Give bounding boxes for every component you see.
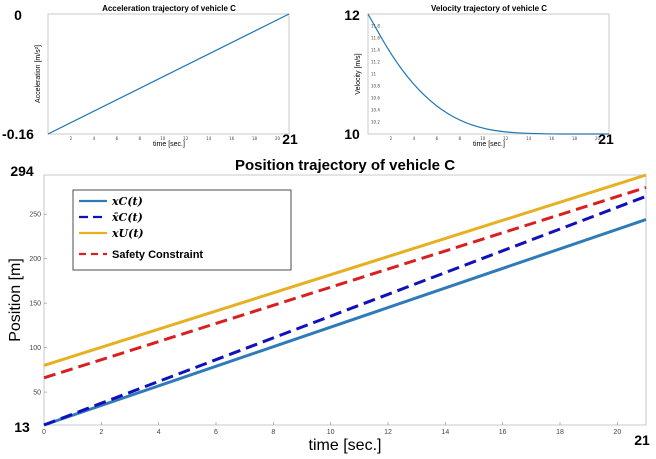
position-series-xc <box>43 218 647 427</box>
position-y-max-label: 294 <box>10 163 34 179</box>
velocity-title: Velocity trajectory of vehicle C <box>431 4 547 13</box>
velocity-series-line <box>367 13 609 135</box>
position-series <box>43 173 647 427</box>
legend-label-xu: 𝒙𝑼(𝒕) <box>111 227 144 240</box>
velocity-x-tick-label: 18 <box>572 136 578 141</box>
velocity-y-max-label: 12 <box>344 7 360 23</box>
velocity-x-tick-label: 12 <box>503 136 509 141</box>
acceleration-x-max-label: 21 <box>282 131 298 147</box>
velocity-x-tick-label: 6 <box>436 136 439 141</box>
acceleration-title: Acceleration trajectory of vehicle C <box>102 4 236 13</box>
position-x-tick-label: 12 <box>384 429 392 436</box>
position-y-label: Position [m] <box>7 258 24 342</box>
position-x-ticks: 0 2 4 6 8 10 12 14 16 18 20 <box>42 422 621 436</box>
legend-label-xc: 𝒙𝑪(𝒕) <box>111 195 143 208</box>
position-x-tick-label: 18 <box>556 429 564 436</box>
velocity-y-tick-label: 11.6 <box>371 36 380 41</box>
acceleration-y-max-label: 0 <box>14 7 22 23</box>
velocity-x-tick-label: 8 <box>459 136 462 141</box>
velocity-y-tick-label: 11.8 <box>371 24 380 29</box>
acceleration-x-tick-label: 4 <box>93 136 96 141</box>
acceleration-x-tick-label: 6 <box>116 136 119 141</box>
position-x-tick-label: 6 <box>214 429 218 436</box>
position-series-safety <box>43 186 647 380</box>
acceleration-y-min-label: -0.16 <box>2 126 34 142</box>
velocity-y-tick-label: 10.2 <box>371 120 380 125</box>
acceleration-chart: Acceleration trajectory of vehicle C 2 4 6… <box>2 4 298 148</box>
acceleration-y-label: Acceleration [m/s²] <box>35 45 42 103</box>
position-x-tick-label: 20 <box>613 429 621 436</box>
velocity-y-label: Velocity [m/s] <box>355 53 362 94</box>
position-y-tick-label: 50 <box>33 390 41 397</box>
position-y-tick-label: 100 <box>29 345 41 352</box>
acceleration-series-line <box>47 13 290 135</box>
velocity-y-tick-label: 11.2 <box>371 60 380 65</box>
position-y-tick-label: 250 <box>29 212 41 219</box>
legend-box <box>72 189 292 271</box>
acceleration-x-tick-label: 8 <box>139 136 142 141</box>
velocity-x-tick-label: 14 <box>526 136 532 141</box>
position-x-tick-label: 8 <box>271 429 275 436</box>
acceleration-x-tick-label: 16 <box>229 136 235 141</box>
velocity-x-tick-label: 4 <box>413 136 416 141</box>
position-series-xu <box>43 173 647 367</box>
velocity-x-label: time [sec.] <box>473 141 505 148</box>
velocity-y-tick-label: 10.8 <box>371 84 380 89</box>
velocity-x-tick-label: 2 <box>390 136 393 141</box>
acceleration-x-ticks: 2 4 6 8 10 12 14 16 18 20 <box>70 136 281 141</box>
position-x-tick-label: 10 <box>327 429 335 436</box>
position-x-label: time [sec.] <box>309 437 382 454</box>
position-y-min-label: 13 <box>14 419 30 435</box>
velocity-y-tick-label: 11 <box>371 72 377 77</box>
position-chart: Position trajectory of vehicle C 0 2 4 6 8 10… <box>7 157 650 454</box>
velocity-x-ticks: 2 4 6 8 10 12 14 16 18 20 <box>390 136 601 141</box>
velocity-x-max-label: 21 <box>598 131 614 147</box>
position-plot-area <box>43 174 647 426</box>
acceleration-x-tick-label: 12 <box>183 136 189 141</box>
acceleration-plot-area <box>47 13 290 135</box>
position-title: Position trajectory of vehicle C <box>235 157 455 174</box>
position-x-tick-label: 0 <box>42 429 46 436</box>
position-legend: 𝒙𝑪(𝒕) 𝒙̄𝑪(𝒕) 𝒙𝑼(𝒕) Safety Constraint <box>72 189 292 271</box>
acceleration-x-tick-label: 20 <box>275 136 281 141</box>
velocity-y-min-label: 10 <box>344 126 360 142</box>
position-x-max-label: 21 <box>634 432 650 448</box>
position-x-tick-label: 2 <box>99 429 103 436</box>
velocity-x-tick-label: 16 <box>549 136 555 141</box>
velocity-x-tick-label: 10 <box>480 136 486 141</box>
position-x-tick-label: 14 <box>441 429 449 436</box>
acceleration-x-label: time [sec.] <box>153 141 185 148</box>
position-y-tick-label: 150 <box>29 301 41 308</box>
velocity-y-tick-label: 10.6 <box>371 96 380 101</box>
position-x-tick-label: 16 <box>499 429 507 436</box>
velocity-y-tick-label: 11.4 <box>371 48 380 53</box>
velocity-x-tick-label: 20 <box>595 136 601 141</box>
acceleration-x-tick-label: 2 <box>70 136 73 141</box>
velocity-plot-area <box>367 13 610 135</box>
acceleration-x-tick-label: 14 <box>206 136 212 141</box>
velocity-y-tick-label: 10.4 <box>371 108 380 113</box>
position-y-ticks: 50 100 150 200 250 <box>29 212 47 397</box>
legend-label-safety: Safety Constraint <box>112 249 203 261</box>
position-y-tick-label: 200 <box>29 256 41 263</box>
velocity-chart: Velocity trajectory of vehicle C 10.210.… <box>344 4 614 148</box>
acceleration-x-tick-label: 18 <box>252 136 258 141</box>
position-x-tick-label: 4 <box>157 429 161 436</box>
velocity-y-ticks: 10.2 10.4 10.6 10.8 11 11.2 11.4 11.6 11.8 <box>371 24 380 125</box>
acceleration-x-tick-label: 10 <box>160 136 166 141</box>
legend-label-xc-bar: 𝒙̄𝑪(𝒕) <box>111 211 143 224</box>
